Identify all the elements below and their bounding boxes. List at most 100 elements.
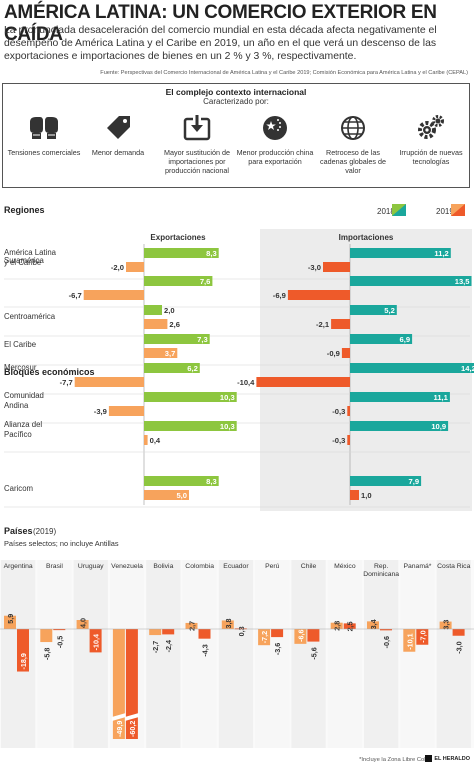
logo-mark-icon (425, 755, 433, 762)
bar-exp-2019 (144, 490, 189, 500)
bar-imp-2019-label: -0,9 (327, 349, 340, 358)
bar-imp-2019-label: -10,4 (237, 378, 255, 387)
bar-country-exp (4, 615, 16, 629)
globe-icon (341, 116, 365, 140)
bar-imp-2019 (323, 262, 350, 272)
bar-country-exp-label: 3,3 (442, 620, 451, 630)
country-column (37, 560, 72, 748)
bar-country-imp (125, 629, 138, 739)
category-label: Caricom (4, 484, 33, 493)
bar-exp-2019-label: 3,7 (165, 349, 176, 358)
bar-imp-2018 (350, 276, 472, 286)
bar-exp-2019 (144, 348, 178, 358)
gears-icon (418, 115, 444, 139)
panel-heading-exportaciones: Exportaciones (150, 233, 206, 242)
bar-exp-2019-label: -2,0 (111, 263, 124, 272)
bar-country-exp (76, 620, 89, 629)
country-label: Rep. (374, 563, 388, 570)
context-item-label: Mayor sustitución de importaciones por p… (164, 148, 230, 175)
legend-label-2019: 2019 (436, 207, 454, 216)
bar-country-imp-label: -5,6 (309, 647, 318, 659)
bar-exp-2019 (144, 319, 168, 329)
bar-country-exp (294, 629, 307, 644)
bar-exp-2019 (74, 377, 144, 387)
bar-country-exp (258, 629, 271, 646)
bar-imp-2018 (350, 476, 422, 486)
bar-country-exp (439, 621, 452, 629)
country-label: Ecuador (223, 563, 249, 570)
bar-country-exp (367, 621, 379, 629)
bar-country-imp-label: 2,5 (346, 621, 355, 631)
country-label: Dominicana (363, 571, 399, 578)
bar-country-exp-label: -7,2 (260, 631, 269, 643)
country-column (291, 560, 326, 748)
context-item-label: Retroceso de las cadenas globales de val… (320, 148, 386, 175)
bar-exp-2018-label: 7,3 (197, 335, 208, 344)
country-label: Panamá* (403, 563, 431, 570)
bar-imp-2018 (350, 392, 450, 402)
bar-exp-2018-label: 8,3 (206, 477, 217, 486)
country-label: México (334, 563, 356, 570)
countries-note: Países selectos; no incluye Antillas (4, 539, 119, 548)
bar-imp-2018-label: 6,9 (400, 335, 411, 344)
bar-country-imp-label: -4,3 (201, 644, 210, 656)
bar-country-exp-break (111, 713, 126, 721)
context-title: El complejo contexto internacional (165, 87, 307, 97)
bar-country-imp-label: -60,2 (128, 721, 137, 737)
category-label: Mercosur (4, 363, 37, 372)
context-item-demanda: Menor demanda (79, 114, 157, 157)
bar-country-exp-label: 5,9 (6, 614, 15, 624)
bar-imp-2018 (350, 363, 474, 373)
category-label: Pacífico (4, 430, 32, 439)
bar-country-exp-label: 3,4 (369, 619, 378, 629)
section-title-regiones: Regiones (4, 205, 45, 215)
category-label: y el Caribe (4, 258, 41, 267)
download-box-icon (183, 115, 211, 141)
country-column (218, 560, 254, 748)
bar-exp-2018 (144, 305, 162, 315)
context-item-china: Menor producción china para exportación (236, 114, 314, 166)
boxing-gloves-icon (30, 117, 58, 139)
bar-imp-2018 (350, 305, 397, 315)
bar-exp-2019 (108, 406, 144, 416)
country-label: Colombia (185, 563, 214, 570)
bar-country-exp (330, 622, 343, 629)
bar-country-imp (53, 629, 66, 631)
bar-country-imp (452, 629, 465, 636)
bar-country-exp-label: -2,7 (151, 641, 160, 653)
bar-imp-2019-label: -6,9 (273, 291, 286, 300)
bar-country-exp (221, 620, 234, 629)
brand-name: EL HERALDO (434, 755, 470, 762)
bar-country-exp-label: 2,8 (333, 621, 342, 631)
bar-imp-2019 (347, 435, 350, 445)
country-column (146, 560, 181, 748)
bar-country-imp-label: -0,5 (55, 636, 64, 648)
footnote: *Incluye la Zona Libre Colón (359, 757, 432, 763)
bar-imp-2018-label: 13,5 (455, 277, 471, 286)
bar-country-exp-label: -6,6 (296, 629, 305, 641)
bar-imp-2019-label: -3,0 (308, 263, 321, 272)
bar-exp-2018 (144, 476, 219, 486)
bar-exp-2019-label: -7,7 (60, 378, 73, 387)
bar-exp-2019-label: -3,9 (94, 407, 107, 416)
country-column (255, 560, 290, 748)
bar-country-imp-label: -18,9 (19, 653, 28, 669)
bar-country-exp-label: -49,9 (115, 721, 124, 737)
bar-exp-2019-label: 0,4 (150, 436, 161, 445)
bar-country-imp-label: -10,4 (92, 634, 101, 650)
bar-exp-2018-label: 10,3 (220, 422, 235, 431)
bar-imp-2019-label: -0,3 (332, 436, 345, 445)
bar-imp-2019 (341, 348, 350, 358)
country-column (182, 560, 217, 748)
context-item-label: Irrupción de nuevas tecnologías (399, 148, 463, 166)
bar-exp-2019 (126, 262, 144, 272)
bar-imp-2018 (350, 334, 413, 344)
bar-country-imp (198, 629, 211, 639)
bar-imp-2019 (331, 319, 350, 329)
china-flag-icon (263, 116, 287, 140)
panel-heading-importaciones: Importaciones (339, 233, 394, 242)
bar-exp-2019-label: -6,7 (69, 291, 82, 300)
bar-country-imp-label: -0,6 (382, 636, 391, 648)
context-item-tecnologias: Irrupción de nuevas tecnologías (392, 114, 470, 166)
country-label: Venezuela (111, 563, 143, 570)
